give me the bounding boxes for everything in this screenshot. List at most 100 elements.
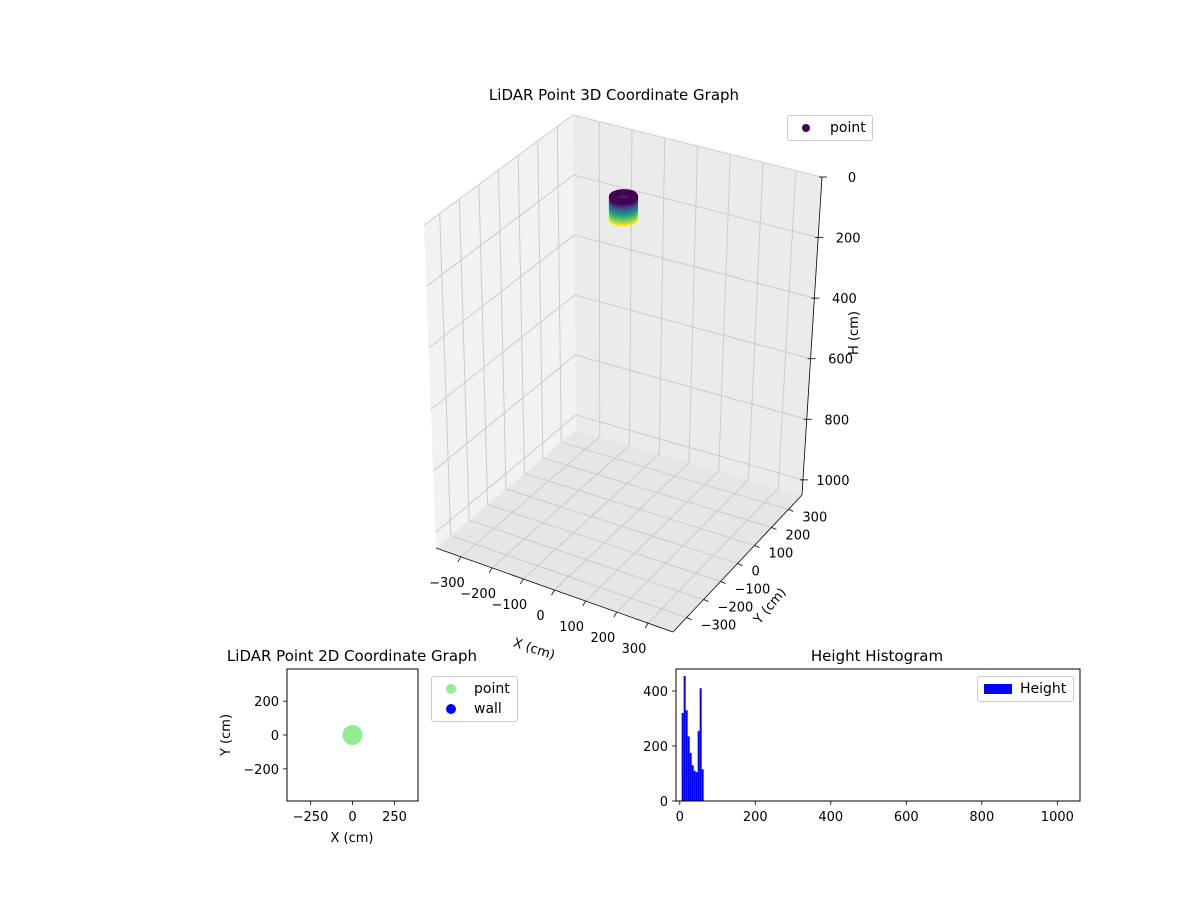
z-tick-label-4: 800 xyxy=(824,413,849,428)
legend-item-point-2d: point xyxy=(432,679,517,699)
plot-3d-title: LiDAR Point 3D Coordinate Graph xyxy=(489,86,739,104)
plot-2d-points xyxy=(342,725,363,745)
y-tick-mark-2 xyxy=(720,581,726,584)
point-2d-54 xyxy=(352,731,363,742)
plot-3d: LiDAR Point 3D Coordinate Graph −300−200… xyxy=(423,86,862,664)
histogram-bars xyxy=(681,675,704,802)
legend-label-height: Height xyxy=(1020,681,1067,697)
grid-y-1 xyxy=(458,198,704,600)
histogram-bar-4 xyxy=(689,752,692,802)
histogram-frame xyxy=(675,668,1081,802)
x-tick-label-4: 100 xyxy=(559,620,584,635)
plot-3d-gridlines xyxy=(423,114,823,624)
histogram-bar-5 xyxy=(691,765,694,801)
yh-tick-label-2: 400 xyxy=(643,685,668,700)
z-tick-label-2: 400 xyxy=(832,292,857,307)
plot-3d-xlabel: X (cm) xyxy=(511,636,557,664)
histogram-bar-8 xyxy=(697,730,700,802)
grid-y-0 xyxy=(439,213,687,619)
histogram-bar-3 xyxy=(687,736,690,802)
y-tick-mark-5 xyxy=(771,527,777,530)
x2d-tick-label-1: 0 xyxy=(348,810,356,825)
y2d-tick-label-1: 0 xyxy=(271,729,279,744)
xh-tick-label-3: 600 xyxy=(894,810,919,825)
y2d-tick-label-2: 200 xyxy=(254,695,279,710)
x-tick-mark-4 xyxy=(582,600,587,607)
y-tick-mark-4 xyxy=(754,545,760,548)
plot-2d: LiDAR Point 2D Coordinate Graph −250 0 250… xyxy=(219,647,477,846)
x2d-tick-label-2: 250 xyxy=(382,810,407,825)
histogram-bar-7 xyxy=(695,772,698,802)
legend-label-2d-wall: wall xyxy=(474,701,502,717)
legend-marker-2d-wall xyxy=(446,704,456,714)
x-tick-label-6: 300 xyxy=(622,642,647,657)
grid-x-1 xyxy=(491,129,633,569)
x-tick-label-0: −300 xyxy=(429,576,465,591)
plot-3d-zlabel: H (cm) xyxy=(847,311,862,355)
histogram-bar-1 xyxy=(683,675,686,802)
x2d-tick-label-0: −250 xyxy=(293,810,329,825)
grid-z-1 xyxy=(426,174,819,287)
y2d-tick-label-0: −200 xyxy=(243,763,279,778)
x-tick-mark-1 xyxy=(488,567,493,574)
y-tick-label-4: 100 xyxy=(768,546,793,561)
x-tick-mark-2 xyxy=(519,578,524,585)
grid-z-3 xyxy=(430,294,811,410)
x-tick-mark-0 xyxy=(457,556,462,563)
xh-tick-label-1: 200 xyxy=(743,810,768,825)
legend-item-height: Height xyxy=(978,679,1073,699)
grid-x-5 xyxy=(616,162,764,613)
x-tick-mark-3 xyxy=(551,589,555,596)
grid-y-6 xyxy=(556,126,789,510)
grid-z-5 xyxy=(435,414,804,533)
y-tick-mark-6 xyxy=(788,509,794,512)
grid-z-4 xyxy=(432,354,807,472)
histogram-bar-9 xyxy=(699,688,702,801)
yh-tick-label-0: 0 xyxy=(660,795,668,810)
grid-x-4 xyxy=(585,154,731,602)
y-tick-label-5: 200 xyxy=(785,528,810,543)
histogram-bar-2 xyxy=(685,710,688,801)
y-tick-label-6: 300 xyxy=(802,510,827,525)
grid-y-5 xyxy=(537,141,772,528)
xh-tick-label-0: 0 xyxy=(676,810,684,825)
legend-marker-height xyxy=(984,684,1012,694)
grid-y-2 xyxy=(478,184,721,582)
z-tick-label-3: 600 xyxy=(828,353,853,368)
pane-floor xyxy=(436,430,802,632)
histogram-plot: Height Histogram 0 200 400 600 800 1000 0 200 40… xyxy=(643,647,1081,825)
z-tick-label-0: 0 xyxy=(848,171,856,186)
y-tick-label-1: −200 xyxy=(718,601,754,616)
plot-2d-legend: point wall xyxy=(431,676,518,722)
grid-x-2 xyxy=(523,137,666,580)
plot-2d-ticks: −250 0 250 −200 0 200 xyxy=(243,695,407,825)
legend-label-2d-point: point xyxy=(474,681,510,697)
x-tick-label-1: −200 xyxy=(460,587,496,602)
xh-tick-label-2: 400 xyxy=(818,810,843,825)
x-tick-label-5: 200 xyxy=(590,631,615,646)
legend-marker-3d-point xyxy=(802,124,810,132)
legend-marker-2d-point xyxy=(446,684,456,694)
point-3d-503 xyxy=(629,196,636,203)
histogram-bar-0 xyxy=(681,713,684,801)
histogram-bar-6 xyxy=(693,770,696,801)
y-tick-mark-1 xyxy=(703,599,709,602)
plot-3d-points xyxy=(608,189,639,227)
grid-z-0 xyxy=(423,114,823,226)
xh-tick-label-4: 800 xyxy=(969,810,994,825)
x-tick-mark-5 xyxy=(613,611,618,618)
grid-x-3 xyxy=(554,145,698,591)
histogram-ticks: 0 200 400 600 800 1000 0 200 400 xyxy=(643,685,1074,825)
y-tick-label-2: −100 xyxy=(735,583,771,598)
histogram-legend: Height xyxy=(977,676,1074,702)
y-tick-mark-0 xyxy=(686,617,692,620)
axis-line-z xyxy=(801,176,823,496)
pane-left xyxy=(424,115,576,548)
x-tick-label-3: 0 xyxy=(536,609,544,624)
z-tick-label-5: 1000 xyxy=(816,474,849,489)
z-tick-label-1: 200 xyxy=(836,232,861,247)
grid-z-2 xyxy=(428,234,815,349)
plot-2d-ylabel: Y (cm) xyxy=(219,714,234,757)
grid-y-3 xyxy=(498,169,738,564)
y-tick-label-0: −300 xyxy=(701,619,737,634)
